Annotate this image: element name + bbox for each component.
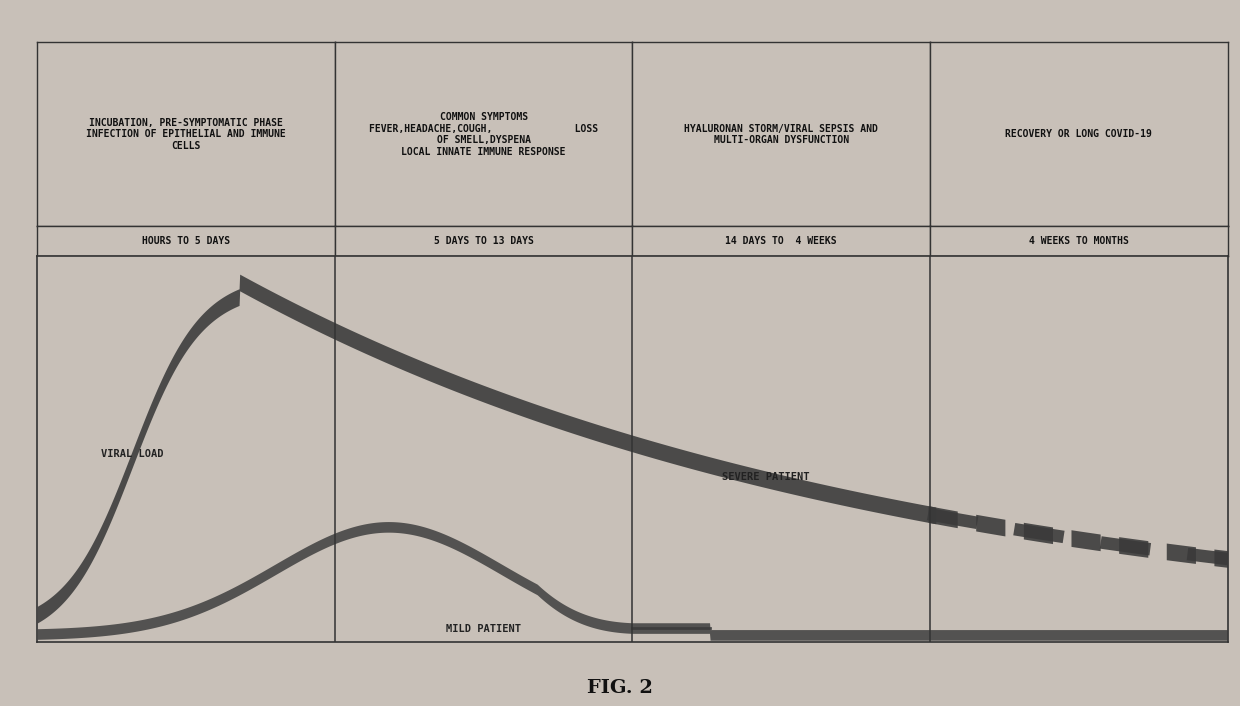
Text: COMMON SYMPTOMS
FEVER,HEADACHE,COUGH,              LOSS
OF SMELL,DYSPENA
LOCAL I: COMMON SYMPTOMS FEVER,HEADACHE,COUGH, LO… — [370, 112, 598, 157]
Text: 4 WEEKS TO MONTHS: 4 WEEKS TO MONTHS — [1029, 237, 1128, 246]
Text: HYALURONAN STORM/VIRAL SEPSIS AND
MULTI-ORGAN DYSFUNCTION: HYALURONAN STORM/VIRAL SEPSIS AND MULTI-… — [684, 124, 878, 145]
Text: HOURS TO 5 DAYS: HOURS TO 5 DAYS — [141, 237, 231, 246]
Text: FIG. 2: FIG. 2 — [587, 679, 653, 698]
Text: MILD PATIENT: MILD PATIENT — [446, 623, 521, 634]
Text: 5 DAYS TO 13 DAYS: 5 DAYS TO 13 DAYS — [434, 237, 533, 246]
Text: SEVERE PATIENT: SEVERE PATIENT — [722, 472, 810, 482]
Text: RECOVERY OR LONG COVID-19: RECOVERY OR LONG COVID-19 — [1006, 129, 1152, 139]
Text: 14 DAYS TO  4 WEEKS: 14 DAYS TO 4 WEEKS — [725, 237, 837, 246]
Text: INCUBATION, PRE-SYMPTOMATIC PHASE
INFECTION OF EPITHELIAL AND IMMUNE
CELLS: INCUBATION, PRE-SYMPTOMATIC PHASE INFECT… — [86, 118, 286, 151]
Text: VIRAL LOAD: VIRAL LOAD — [102, 449, 164, 459]
